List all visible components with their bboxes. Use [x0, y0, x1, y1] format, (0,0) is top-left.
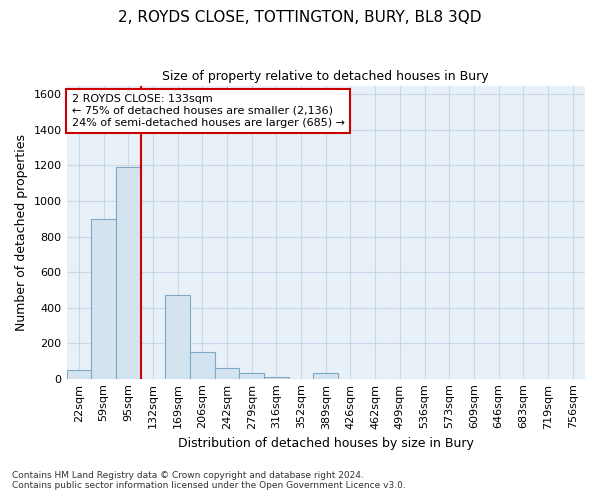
Text: 2 ROYDS CLOSE: 133sqm
← 75% of detached houses are smaller (2,136)
24% of semi-d: 2 ROYDS CLOSE: 133sqm ← 75% of detached …: [72, 94, 345, 128]
Bar: [239, 374, 264, 378]
Bar: [67, 370, 91, 378]
Bar: [91, 219, 116, 378]
Bar: [190, 352, 215, 378]
Bar: [165, 295, 190, 378]
Title: Size of property relative to detached houses in Bury: Size of property relative to detached ho…: [163, 70, 489, 83]
Bar: [313, 374, 338, 378]
X-axis label: Distribution of detached houses by size in Bury: Distribution of detached houses by size …: [178, 437, 474, 450]
Bar: [116, 168, 140, 378]
Text: Contains HM Land Registry data © Crown copyright and database right 2024.
Contai: Contains HM Land Registry data © Crown c…: [12, 470, 406, 490]
Y-axis label: Number of detached properties: Number of detached properties: [15, 134, 28, 330]
Bar: [215, 368, 239, 378]
Text: 2, ROYDS CLOSE, TOTTINGTON, BURY, BL8 3QD: 2, ROYDS CLOSE, TOTTINGTON, BURY, BL8 3Q…: [118, 10, 482, 25]
